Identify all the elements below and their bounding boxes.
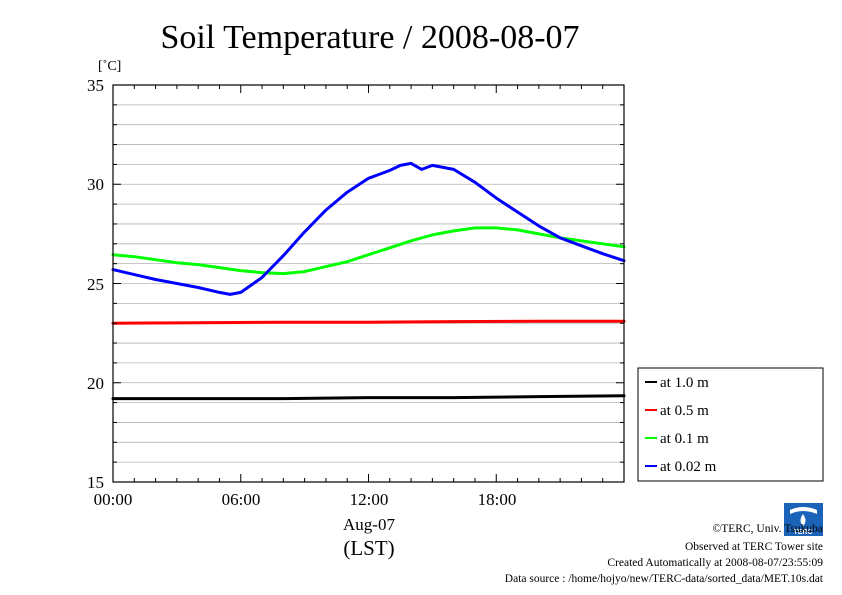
legend-label: at 1.0 m (660, 375, 709, 391)
y-tick-label: 25 (87, 275, 104, 294)
x-axis-unit: (LST) (343, 536, 394, 560)
x-tick-label: 06:00 (222, 490, 261, 509)
terc-logo: TERC (784, 503, 823, 536)
footer-source: Data source : /home/hojyo/new/TERC-data/… (505, 573, 824, 585)
footer-credit: ©TERC, Univ. Tsukuba (713, 523, 823, 535)
logo-drop-icon (800, 514, 806, 526)
legend-box (637, 367, 824, 482)
series-line (111, 226, 626, 276)
y-tick-label: 15 (87, 473, 104, 492)
footer-created: Created Automatically at 2008-08-07/23:5… (607, 557, 823, 569)
y-tick-label: 20 (87, 374, 104, 393)
x-tick-label: 12:00 (350, 490, 389, 509)
series-lines (111, 161, 626, 401)
x-tick-label: 00:00 (94, 490, 133, 509)
y-tick-label: 30 (87, 175, 104, 194)
x-tick-label: 18:00 (478, 490, 517, 509)
y-axis-unit: [˚C] (98, 59, 121, 74)
series-line (111, 161, 626, 296)
logo-wave (790, 507, 817, 514)
y-tick-label: 35 (87, 76, 104, 95)
series-line (111, 319, 626, 325)
footer-observed: Observed at TERC Tower site (685, 541, 823, 553)
legend-label: at 0.5 m (660, 403, 709, 419)
legend-label: at 0.02 m (660, 459, 717, 475)
legend: at 1.0 m at 0.5 m at 0.1 m at 0.02 m (637, 367, 824, 482)
chart-title: Soil Temperature / 2008-08-07 (160, 19, 579, 56)
logo-text: TERC (793, 529, 812, 536)
x-axis-date: Aug-07 (343, 515, 395, 534)
legend-label: at 0.1 m (660, 431, 709, 447)
series-line (111, 394, 626, 401)
axis-tick-marks (112, 84, 625, 483)
